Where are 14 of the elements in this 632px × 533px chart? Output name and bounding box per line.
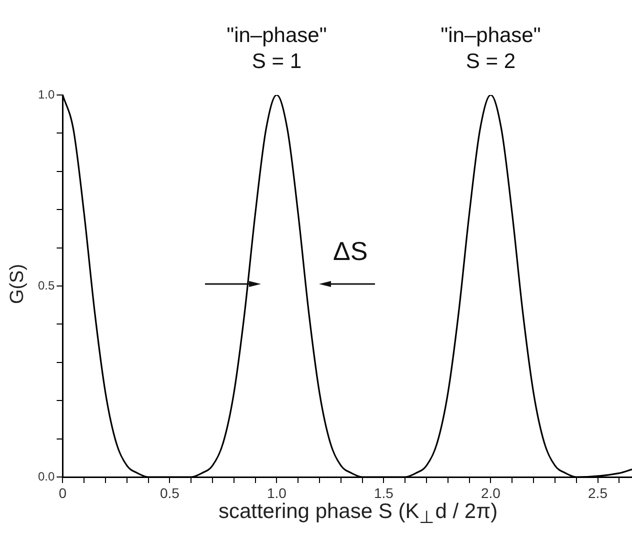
annotation: "in–phase" S = 2 [440,23,541,75]
x-tick-label: 2.5 [588,485,608,501]
y-tick-label: 0.0 [38,469,55,484]
annotation: "in–phase" S = 1 [226,23,327,75]
y-axis-title: G(S) [7,264,29,304]
x-tick-label: 2.0 [481,485,500,501]
x-axis-title: scattering phase S (K$_{⊥}$d / 2π) [217,500,499,528]
annotation: ΔS [333,236,368,267]
y-tick-label: 0.5 [38,278,55,292]
x-tick-label: 1.5 [374,485,394,501]
x-tick-label: 0.5 [160,485,180,501]
y-tick-label: 1.0 [38,87,55,102]
x-tick-label: 1.0 [266,485,286,501]
x-tick-label: 0 [58,485,67,501]
